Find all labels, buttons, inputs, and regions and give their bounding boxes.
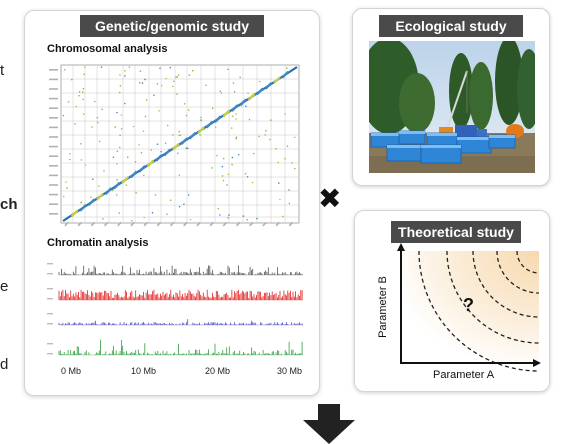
x-axis-label: Parameter A bbox=[433, 369, 495, 381]
chromosomal-dot-plot bbox=[49, 64, 300, 227]
theoretical-study-panel: Theoretical study ? Parameter A Paramete… bbox=[354, 210, 550, 392]
edge-text-4: d bbox=[0, 356, 9, 373]
parameter-plot bbox=[397, 243, 541, 372]
genetic-study-title: Genetic/genomic study bbox=[80, 15, 264, 37]
chromatin-analysis-label: Chromatin analysis bbox=[47, 237, 149, 249]
edge-text-1: t bbox=[0, 62, 5, 79]
axis-tick-0mb: 0 Mb bbox=[61, 366, 82, 376]
edge-text-2: ch bbox=[0, 196, 18, 213]
axis-tick-30mb: 30 Mb bbox=[277, 366, 303, 376]
chromatin-tracks bbox=[47, 263, 303, 356]
y-axis-label: Parameter B bbox=[377, 276, 389, 338]
genetic-study-panel: Genetic/genomic study Chromosomal analys… bbox=[24, 10, 320, 396]
axis-tick-10mb: 10 Mb bbox=[131, 366, 157, 376]
theoretical-study-title: Theoretical study bbox=[391, 221, 521, 243]
down-arrow-icon bbox=[303, 404, 355, 444]
ecological-study-panel: Ecological study bbox=[352, 8, 550, 186]
question-mark: ? bbox=[463, 295, 474, 315]
combination-x-icon: ✖ bbox=[318, 183, 342, 214]
ecological-study-title: Ecological study bbox=[379, 15, 523, 37]
chromosomal-analysis-label: Chromosomal analysis bbox=[47, 43, 168, 55]
field-photo bbox=[369, 41, 535, 173]
edge-text-3: e bbox=[0, 278, 9, 295]
axis-tick-20mb: 20 Mb bbox=[205, 366, 231, 376]
